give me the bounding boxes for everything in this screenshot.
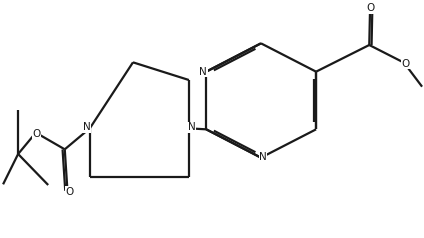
Text: N: N — [188, 122, 196, 132]
Text: O: O — [366, 3, 374, 13]
Text: O: O — [33, 129, 41, 139]
Text: N: N — [83, 122, 91, 132]
Text: N: N — [259, 152, 267, 162]
Text: O: O — [402, 59, 410, 69]
Text: O: O — [65, 187, 74, 197]
Text: N: N — [199, 67, 207, 77]
